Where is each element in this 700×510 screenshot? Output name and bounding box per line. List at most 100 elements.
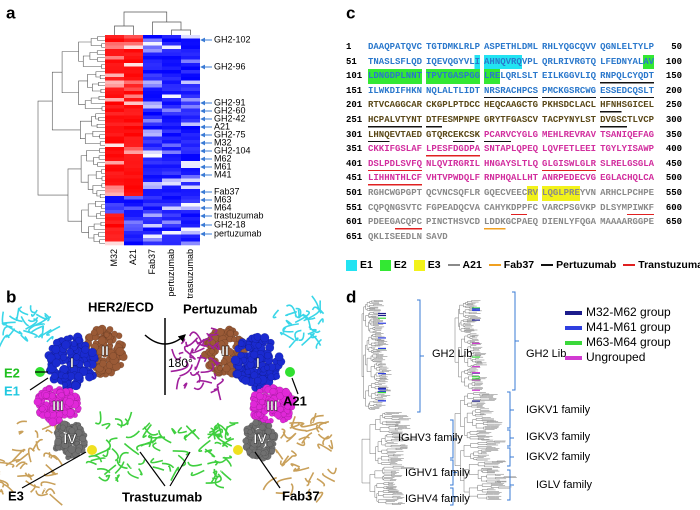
tree-branch bbox=[469, 340, 472, 342]
atom bbox=[50, 372, 59, 380]
tree-branch bbox=[388, 489, 395, 492]
atom bbox=[249, 451, 257, 459]
heatmap-cell bbox=[181, 59, 200, 64]
tree-branch bbox=[473, 392, 480, 395]
heatmap-cell bbox=[143, 192, 162, 197]
dendrogram-branch bbox=[87, 174, 97, 190]
tree-branch bbox=[468, 311, 473, 314]
tree-branch bbox=[386, 439, 392, 443]
residue-block: GLGISWLGLR bbox=[542, 156, 597, 172]
heatmap-cell bbox=[105, 122, 124, 127]
tree-branch bbox=[486, 493, 494, 496]
tree-branch bbox=[471, 300, 474, 303]
residue-block: ILWKDIFHKN bbox=[368, 85, 423, 96]
residue-block: RNPQLCYQDT bbox=[600, 69, 655, 84]
residue-block: ANRPEDECVG bbox=[542, 173, 597, 184]
tree-branch bbox=[374, 470, 383, 479]
tree-branch bbox=[378, 385, 382, 388]
heatmap-cell bbox=[143, 199, 162, 204]
heatmap-cell bbox=[124, 42, 143, 46]
ribbon bbox=[307, 472, 315, 483]
heatmap-cell bbox=[162, 178, 181, 183]
tree-branch bbox=[376, 354, 380, 356]
tree-branch bbox=[470, 453, 474, 459]
leader-line bbox=[254, 451, 281, 489]
residue-block: HFNHSGICEL bbox=[600, 98, 655, 113]
tree-branch bbox=[475, 423, 484, 429]
tree-branch bbox=[469, 336, 473, 339]
tree-branch bbox=[378, 499, 386, 504]
row-dendrogram bbox=[37, 36, 105, 244]
heatmap-cell bbox=[162, 164, 181, 169]
residue-number: 251 bbox=[346, 114, 363, 125]
tree-branch bbox=[497, 480, 502, 483]
heatmap-cell bbox=[162, 185, 181, 190]
tree-branch bbox=[365, 315, 369, 327]
heatmap-cell bbox=[105, 63, 124, 67]
legend-label: E2 bbox=[393, 259, 407, 271]
tree-branch bbox=[495, 477, 504, 480]
legend-label: Transtuzumab bbox=[638, 259, 700, 271]
residue-number: 150 bbox=[665, 71, 683, 82]
sequence-legend: E1 E2 E3 A21 Fab37 Pertuzumab Transtuzumab bbox=[346, 259, 700, 271]
heatmap-cell bbox=[143, 84, 162, 88]
tree-branch bbox=[471, 405, 478, 408]
tree-branch bbox=[495, 473, 497, 476]
ribbon bbox=[301, 432, 313, 444]
heatmap-cell bbox=[181, 115, 200, 120]
ribbon bbox=[101, 422, 111, 430]
tree-branch bbox=[467, 393, 474, 399]
heatmap-cell bbox=[105, 147, 124, 151]
tree-branch bbox=[372, 351, 377, 354]
ribbon bbox=[189, 331, 203, 342]
structure-label: E1 bbox=[4, 383, 20, 398]
tree-branch bbox=[464, 309, 470, 314]
heatmap-cell bbox=[181, 161, 200, 165]
atom bbox=[266, 441, 273, 448]
domain-label: I bbox=[70, 355, 74, 371]
residue-number: 201 bbox=[346, 100, 363, 111]
row-label: M63 bbox=[214, 194, 232, 204]
column-label: A21 bbox=[128, 249, 138, 265]
heatmap-cell bbox=[162, 63, 181, 67]
tree-branch bbox=[472, 419, 477, 426]
heatmap-cell bbox=[181, 168, 200, 172]
heatmap-cell bbox=[105, 80, 124, 85]
tree-branch bbox=[390, 458, 398, 460]
row-label: M41 bbox=[214, 169, 232, 179]
tree-branch bbox=[471, 401, 477, 405]
ribbon bbox=[98, 474, 111, 482]
tree-branch bbox=[397, 427, 405, 429]
atom bbox=[244, 368, 251, 375]
tree-branch bbox=[382, 494, 393, 498]
ribbon bbox=[213, 468, 220, 478]
structure-label: Trastuzumab bbox=[122, 489, 202, 504]
residue-number: 500 bbox=[665, 173, 683, 184]
tree-branch bbox=[464, 395, 468, 405]
heatmap-cell bbox=[181, 70, 200, 74]
tree-branch bbox=[469, 342, 473, 345]
heatmap-cell bbox=[105, 49, 124, 53]
clade-bracket bbox=[507, 447, 514, 467]
tree-branch bbox=[383, 466, 394, 471]
heatmap-cell bbox=[162, 140, 181, 144]
heatmap-cell bbox=[162, 126, 181, 130]
residue-number: 650 bbox=[665, 217, 683, 228]
heatmap-cell bbox=[162, 136, 181, 141]
tree-branch bbox=[460, 400, 465, 427]
dendrogram-branch bbox=[123, 11, 168, 26]
ribbon bbox=[17, 474, 32, 478]
heatmap-cell bbox=[124, 199, 143, 204]
residue-block: HCPALVTYNT bbox=[368, 112, 423, 128]
sequence-line: 1 DAAQPATQVC TGTDMKLRLP ASPETHLDML RHLYQGCQV… bbox=[346, 40, 682, 55]
heatmap-cell bbox=[143, 56, 162, 60]
tree-branch bbox=[386, 452, 390, 455]
ribbon bbox=[194, 339, 206, 348]
ribbon bbox=[210, 388, 219, 394]
ribbon bbox=[198, 439, 211, 452]
tree-branch bbox=[470, 345, 474, 349]
leader-line bbox=[21, 451, 87, 489]
tree-branch bbox=[384, 416, 392, 419]
tree-branch bbox=[459, 322, 462, 331]
atom bbox=[62, 409, 69, 416]
